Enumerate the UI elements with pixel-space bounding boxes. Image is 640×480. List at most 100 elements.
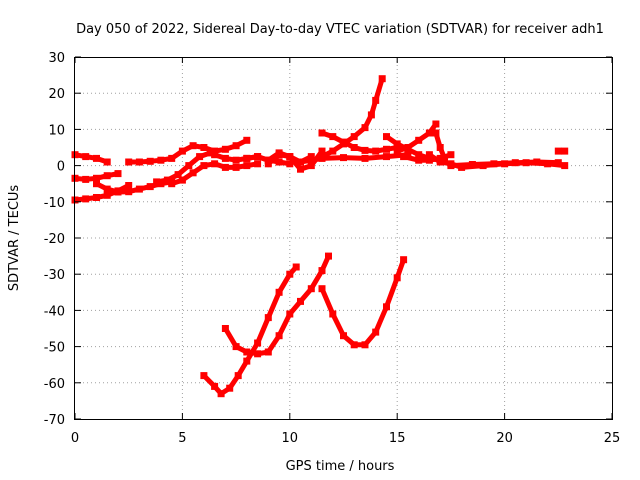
y-tick-label: 0 bbox=[57, 160, 65, 175]
data-point bbox=[297, 158, 304, 166]
data-point bbox=[93, 174, 100, 182]
data-point bbox=[103, 191, 111, 199]
data-point bbox=[329, 133, 337, 141]
data-point bbox=[153, 178, 161, 186]
data-point bbox=[200, 372, 208, 380]
data-point bbox=[432, 129, 440, 137]
data-point bbox=[125, 158, 133, 166]
data-point bbox=[561, 147, 569, 155]
data-point bbox=[340, 332, 347, 340]
data-point bbox=[234, 372, 242, 380]
data-point bbox=[232, 156, 240, 164]
data-point bbox=[275, 158, 283, 166]
data-point bbox=[361, 124, 369, 132]
data-point bbox=[286, 160, 294, 168]
data-point bbox=[178, 176, 186, 184]
data-point bbox=[178, 147, 186, 155]
x-tick-label: 15 bbox=[389, 431, 406, 446]
data-point bbox=[447, 151, 455, 159]
y-tick-label: -70 bbox=[44, 413, 65, 428]
data-point bbox=[264, 160, 272, 168]
data-point bbox=[93, 154, 100, 162]
series-line-track-23 bbox=[318, 256, 407, 348]
data-point bbox=[468, 161, 476, 168]
series-line-track-19 bbox=[448, 159, 561, 169]
data-point bbox=[168, 154, 176, 162]
data-point bbox=[436, 144, 444, 151]
data-point bbox=[415, 156, 423, 164]
data-point bbox=[325, 252, 332, 260]
data-point bbox=[125, 182, 133, 189]
data-point bbox=[533, 158, 541, 166]
data-point bbox=[232, 142, 240, 150]
data-point bbox=[243, 136, 251, 144]
data-point bbox=[436, 154, 444, 162]
chart-title: Day 050 of 2022, Sidereal Day-to-day VTE… bbox=[76, 22, 604, 37]
y-tick-label: -20 bbox=[44, 232, 65, 247]
data-point bbox=[221, 145, 229, 153]
data-point bbox=[329, 310, 337, 318]
y-tick-label: -60 bbox=[44, 377, 65, 392]
x-tick-label: 0 bbox=[71, 431, 79, 446]
data-point bbox=[243, 348, 251, 356]
data-point bbox=[286, 270, 294, 278]
data-point bbox=[174, 171, 182, 179]
data-point bbox=[340, 154, 347, 162]
data-point bbox=[372, 96, 380, 104]
data-point bbox=[206, 149, 214, 157]
data-point bbox=[264, 156, 272, 164]
data-point bbox=[393, 140, 401, 148]
data-point bbox=[189, 142, 197, 150]
data-point bbox=[185, 162, 193, 170]
x-axis-label: GPS time / hours bbox=[286, 459, 395, 474]
data-point bbox=[200, 144, 208, 151]
data-point bbox=[393, 147, 401, 155]
y-tick-label: -30 bbox=[44, 268, 65, 283]
data-point bbox=[292, 263, 300, 271]
data-point bbox=[372, 147, 380, 155]
data-point bbox=[404, 151, 412, 159]
data-point bbox=[307, 285, 315, 293]
data-point bbox=[329, 147, 337, 155]
data-point bbox=[211, 151, 219, 159]
data-point bbox=[511, 159, 519, 167]
data-point bbox=[146, 183, 154, 191]
data-point bbox=[286, 153, 294, 161]
y-tick-label: 20 bbox=[48, 87, 65, 102]
data-point bbox=[350, 133, 358, 141]
data-point bbox=[189, 169, 197, 177]
data-point bbox=[383, 153, 390, 161]
data-point bbox=[157, 156, 165, 164]
data-point bbox=[135, 185, 143, 193]
data-point bbox=[254, 153, 262, 161]
data-point bbox=[264, 314, 272, 322]
data-point bbox=[297, 297, 304, 305]
data-point bbox=[82, 175, 90, 183]
data-point bbox=[350, 144, 358, 151]
data-point bbox=[200, 162, 208, 170]
data-point bbox=[383, 145, 390, 153]
data-point bbox=[275, 151, 283, 159]
data-point bbox=[211, 147, 219, 155]
data-point bbox=[318, 267, 326, 275]
data-point bbox=[367, 111, 375, 119]
data-point bbox=[82, 153, 90, 161]
data-point bbox=[378, 75, 386, 83]
data-point bbox=[432, 120, 440, 128]
data-point bbox=[226, 384, 234, 392]
data-point bbox=[415, 136, 423, 144]
data-point bbox=[490, 160, 498, 168]
data-point bbox=[340, 138, 347, 146]
data-point bbox=[221, 154, 229, 162]
data-layer bbox=[71, 75, 569, 398]
data-point bbox=[361, 341, 369, 349]
data-point bbox=[114, 188, 122, 196]
x-tick-label: 20 bbox=[496, 431, 513, 446]
data-point bbox=[393, 144, 401, 151]
x-tick-label: 25 bbox=[604, 431, 621, 446]
data-point bbox=[264, 348, 272, 356]
data-point bbox=[307, 153, 315, 161]
data-point bbox=[383, 133, 390, 141]
data-point bbox=[163, 176, 171, 184]
data-point bbox=[232, 163, 240, 171]
